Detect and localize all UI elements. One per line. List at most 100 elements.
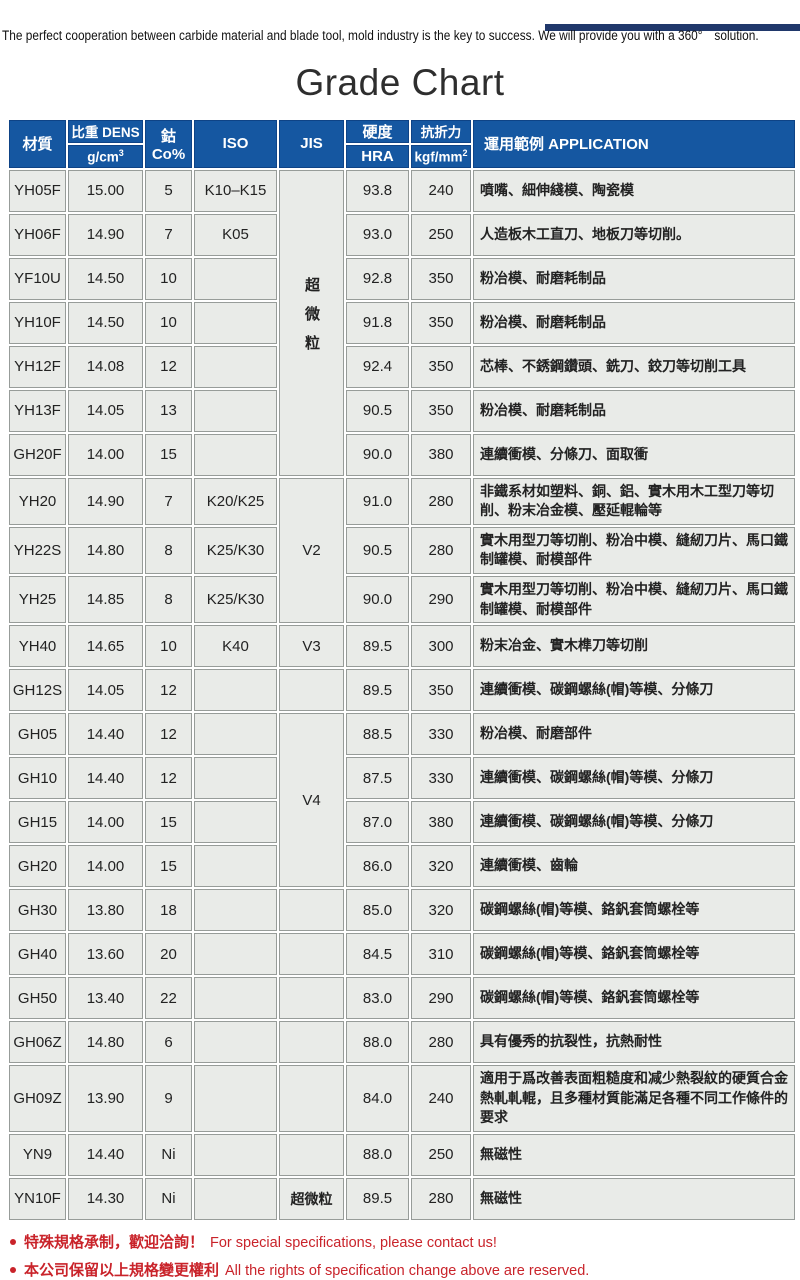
tr-cell: 310 [411,933,471,976]
iso-cell: K25/K30 [194,575,277,624]
hra-cell: 88.0 [346,1133,409,1176]
material-cell: GH10 [9,757,66,800]
cobalt-cell: 15 [145,845,192,888]
iso-cell [194,669,277,712]
hra-cell: 84.5 [346,933,409,976]
cobalt-cell: 10 [145,257,192,300]
hra-cell: 91.8 [346,301,409,344]
density-cell: 14.08 [68,345,143,388]
tr-cell: 250 [411,213,471,256]
cobalt-cell: 5 [145,169,192,212]
cobalt-cell: 12 [145,669,192,712]
tr-cell: 330 [411,757,471,800]
density-cell: 13.90 [68,1065,143,1132]
tr-cell: 380 [411,801,471,844]
hra-cell: 89.5 [346,625,409,668]
header-hra: HRA [346,144,409,168]
table-row: YH06F 14.90 7 K05 93.0 250 人造板木工直刀、地板刀等切… [9,213,795,256]
material-cell: GH15 [9,801,66,844]
grade-chart-table: 材質 比重 DENS 鈷 Co% ISO JIS 硬度 抗折力 運用範例 APP… [7,117,797,1222]
jis-cell-empty [279,933,344,976]
material-cell: YH06F [9,213,66,256]
hra-cell: 90.0 [346,575,409,624]
material-cell: YH05F [9,169,66,212]
density-cell: 14.90 [68,213,143,256]
header-row-top: 材質 比重 DENS 鈷 Co% ISO JIS 硬度 抗折力 運用範例 APP… [9,119,795,168]
iso-cell [194,389,277,432]
hra-cell: 85.0 [346,889,409,932]
header-jis: JIS [279,119,344,168]
tr-cell: 280 [411,1021,471,1064]
hra-cell: 90.0 [346,433,409,476]
table-row: GH15 14.00 15 87.0 380 連續衝模、碳鋼螺絲(帽)等模、分條… [9,801,795,844]
tagline: The perfect cooperation between carbide … [2,24,800,44]
tr-cell: 240 [411,169,471,212]
jis-cell-ultrafine-last: 超微粒 [279,1177,344,1220]
hra-cell: 87.5 [346,757,409,800]
jis-cell-ultrafine: 超微粒 [279,169,344,476]
density-cell: 14.85 [68,575,143,624]
hra-cell: 91.0 [346,477,409,525]
cobalt-cell: 8 [145,575,192,624]
cobalt-cell: 13 [145,389,192,432]
jis-cell-v4: V4 [279,713,344,888]
cobalt-cell: 18 [145,889,192,932]
application-cell: 粉冶模、耐磨耗制品 [473,389,795,432]
iso-cell [194,1177,277,1220]
material-cell: YH10F [9,301,66,344]
cobalt-cell: 12 [145,757,192,800]
material-cell: YF10U [9,257,66,300]
table-row: YH13F 14.05 13 90.5 350 粉冶模、耐磨耗制品 [9,389,795,432]
application-cell: 人造板木工直刀、地板刀等切削。 [473,213,795,256]
hra-cell: 86.0 [346,845,409,888]
bullet-icon [10,1238,16,1245]
material-cell: GH06Z [9,1021,66,1064]
application-cell: 實木用型刀等切削、粉冶中模、縫紉刀片、馬口鐵制罐模、耐模部件 [473,575,795,624]
header-cobalt: 鈷 Co% [145,119,192,168]
tr-cell: 300 [411,625,471,668]
iso-cell [194,757,277,800]
hra-cell: 88.5 [346,713,409,756]
application-cell: 無磁性 [473,1133,795,1176]
jis-cell-v3: V3 [279,625,344,668]
cobalt-cell: 10 [145,301,192,344]
footer-notes: 特殊規格承制，歡迎洽詢！ For special specifications, … [10,1231,800,1280]
material-cell: YH40 [9,625,66,668]
iso-cell [194,845,277,888]
header-density-unit: g/cm3 [68,144,143,168]
material-cell: GH40 [9,933,66,976]
jis-cell-empty [279,889,344,932]
tr-cell: 350 [411,345,471,388]
tr-cell: 280 [411,477,471,525]
application-cell: 粉冶模、耐磨耗制品 [473,301,795,344]
table-row: GH40 13.60 20 84.5 310 碳鋼螺絲(帽)等模、鉻釩套筒螺栓等 [9,933,795,976]
header-tr-unit: kgf/mm2 [411,144,471,168]
iso-cell: K10–K15 [194,169,277,212]
density-cell: 15.00 [68,169,143,212]
application-cell: 粉冶模、耐磨部件 [473,713,795,756]
cobalt-cell: 9 [145,1065,192,1132]
density-cell: 14.40 [68,713,143,756]
tr-cell: 330 [411,713,471,756]
table-row: YH40 14.65 10 K40 V3 89.5 300 粉末冶金、實木榫刀等… [9,625,795,668]
application-cell: 適用于爲改善表面粗糙度和减少熱裂紋的硬質合金熱軋軋輥，且多種材質能滿足各種不同工… [473,1065,795,1132]
table-row: GH20F 14.00 15 90.0 380 連續衝模、分條刀、面取衝 [9,433,795,476]
iso-cell [194,257,277,300]
application-cell: 連續衝模、齒輪 [473,845,795,888]
tr-cell: 290 [411,575,471,624]
tr-cell: 320 [411,889,471,932]
tr-cell: 280 [411,526,471,574]
material-cell: GH12S [9,669,66,712]
material-cell: GH09Z [9,1065,66,1132]
note1-en: For special specifications, please conta… [210,1234,497,1251]
density-cell: 14.90 [68,477,143,525]
iso-cell [194,977,277,1020]
application-cell: 芯棒、不銹鋼鑽頭、銑刀、鉸刀等切削工具 [473,345,795,388]
table-row: YH10F 14.50 10 91.8 350 粉冶模、耐磨耗制品 [9,301,795,344]
application-cell: 連續衝模、碳鋼螺絲(帽)等模、分條刀 [473,801,795,844]
table-row: GH10 14.40 12 87.5 330 連續衝模、碳鋼螺絲(帽)等模、分條… [9,757,795,800]
material-cell: GH05 [9,713,66,756]
table-row: GH30 13.80 18 85.0 320 碳鋼螺絲(帽)等模、鉻釩套筒螺栓等 [9,889,795,932]
application-cell: 實木用型刀等切削、粉冶中模、縫紉刀片、馬口鐵制罐模、耐模部件 [473,526,795,574]
material-cell: YN9 [9,1133,66,1176]
